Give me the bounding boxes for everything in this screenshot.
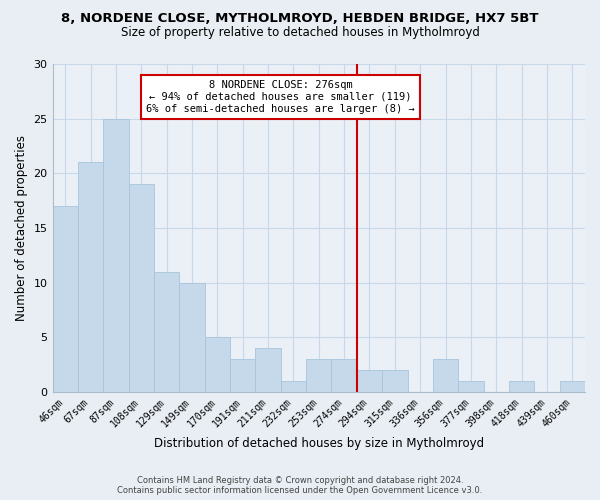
Bar [306, 359, 331, 392]
Text: 8 NORDENE CLOSE: 276sqm
← 94% of detached houses are smaller (119)
6% of semi-de: 8 NORDENE CLOSE: 276sqm ← 94% of detache… [146, 80, 415, 114]
Bar [331, 359, 357, 392]
Bar [256, 348, 281, 392]
Bar [230, 359, 256, 392]
Bar [205, 337, 230, 392]
Text: Size of property relative to detached houses in Mytholmroyd: Size of property relative to detached ho… [121, 26, 479, 39]
Bar [382, 370, 407, 392]
Bar [458, 381, 484, 392]
Bar [179, 282, 205, 392]
Bar [560, 381, 585, 392]
Text: 8, NORDENE CLOSE, MYTHOLMROYD, HEBDEN BRIDGE, HX7 5BT: 8, NORDENE CLOSE, MYTHOLMROYD, HEBDEN BR… [61, 12, 539, 26]
Bar [78, 162, 103, 392]
Bar [53, 206, 78, 392]
Bar [154, 272, 179, 392]
X-axis label: Distribution of detached houses by size in Mytholmroyd: Distribution of detached houses by size … [154, 437, 484, 450]
Bar [128, 184, 154, 392]
Text: Contains HM Land Registry data © Crown copyright and database right 2024.
Contai: Contains HM Land Registry data © Crown c… [118, 476, 482, 495]
Bar [509, 381, 534, 392]
Bar [433, 359, 458, 392]
Bar [281, 381, 306, 392]
Bar [103, 118, 128, 392]
Bar [357, 370, 382, 392]
Y-axis label: Number of detached properties: Number of detached properties [15, 135, 28, 321]
